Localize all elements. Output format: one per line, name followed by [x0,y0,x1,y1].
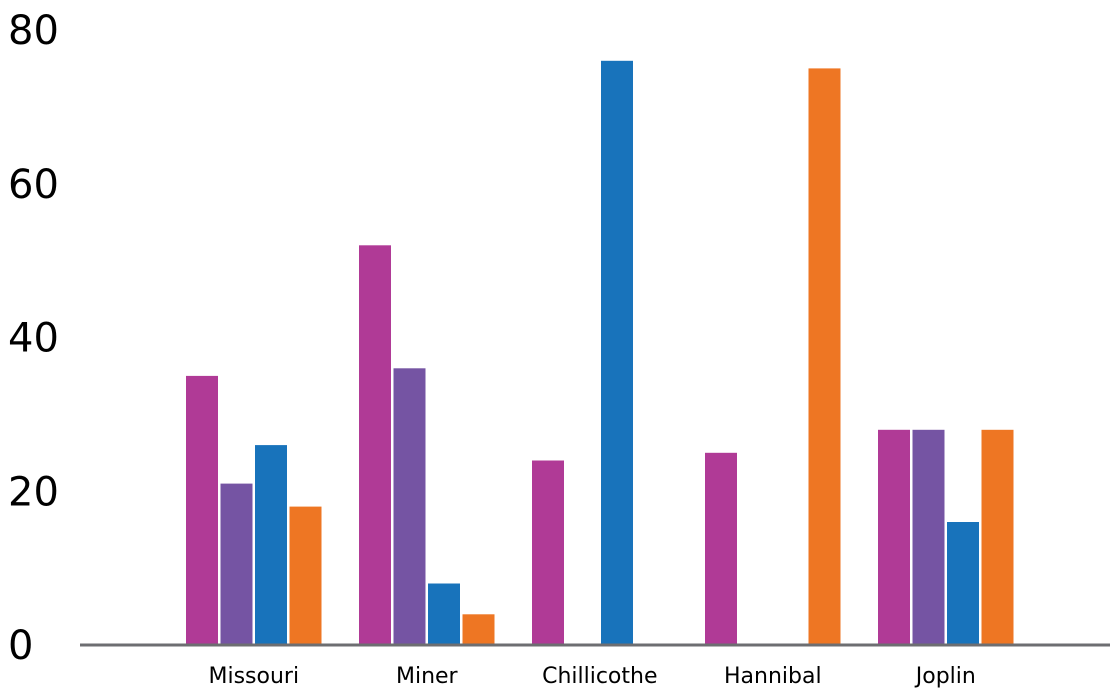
bar [393,368,426,646]
bar [462,614,495,646]
bar [705,452,737,645]
bar [808,68,841,645]
y-tick-label: 80 [8,8,59,54]
bar [878,429,910,646]
bar [220,483,253,645]
x-category-label: Joplin [914,664,976,689]
bar [255,445,287,645]
x-category-label: Hannibal [724,664,822,689]
bar [601,60,633,646]
bar [947,522,979,645]
y-tick-label: 60 [8,162,59,208]
y-tick-label: 20 [8,469,59,515]
bar [186,375,218,645]
y-tick-label: 40 [8,316,59,362]
x-category-label: Chillicothe [542,664,657,689]
bar [289,506,322,645]
bar [981,429,1014,646]
x-category-label: Missouri [209,664,300,689]
y-axis-ticks: 0 20 40 60 80 [8,8,59,669]
x-category-label: Miner [396,664,459,689]
bar [532,460,564,645]
bar [912,429,945,646]
bar [428,583,460,645]
x-axis-labels: Missouri Miner Chillicothe Hannibal Joplin [209,664,976,689]
y-tick-label: 0 [8,623,33,669]
bar [359,245,391,646]
bars [186,60,1014,646]
